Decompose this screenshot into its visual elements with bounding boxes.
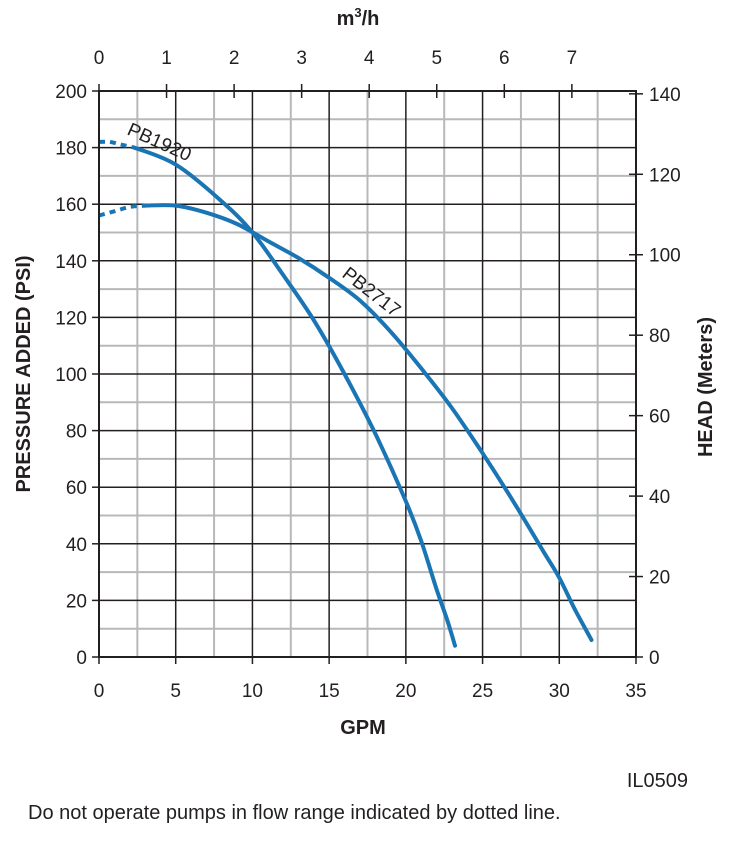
top-tick-label: 7	[567, 48, 578, 69]
y-tick-label: 200	[55, 82, 87, 103]
x-tick-label: 30	[549, 681, 570, 702]
top-axis-title: m3/h	[337, 5, 380, 30]
series-pb2717-dotted-line	[98, 203, 146, 218]
top-tick-label: 2	[229, 48, 240, 69]
pump-curve-chart: 0 5 10 15 20 25 30 3502040608010012014016018020…	[13, 5, 717, 739]
y-axis-title: PRESSURE ADDED (PSI)	[13, 255, 35, 492]
y-tick-label: 100	[55, 365, 87, 386]
right-tick-label: 0	[649, 648, 660, 669]
y-tick-label: 40	[66, 535, 87, 556]
y-tick-label: 0	[76, 648, 87, 669]
axis-ticks	[92, 84, 643, 664]
tick-labels: 0 5 10 15 20 25 30 3502040608010012014016018020…	[55, 48, 680, 702]
x-tick-label: 20	[395, 681, 416, 702]
y-tick-label: 140	[55, 252, 87, 273]
x-tick-label: 5	[170, 681, 181, 702]
top-tick-label: 4	[364, 48, 375, 69]
right-tick-label: 60	[649, 407, 670, 428]
top-tick-label: 0	[94, 48, 105, 69]
right-axis-title: HEAD (Meters)	[695, 317, 717, 457]
y-tick-label: 160	[55, 195, 87, 216]
x-tick-label: 25	[472, 681, 493, 702]
x-tick-label: 15	[319, 681, 340, 702]
series-pb1920-dotted-line	[98, 139, 135, 150]
y-tick-label: 180	[55, 139, 87, 160]
grid	[99, 91, 636, 657]
right-tick-label: 120	[649, 165, 681, 186]
series-label-pb1920: PB1920	[124, 119, 194, 166]
footnote: Do not operate pumps in flow range indic…	[28, 802, 561, 824]
top-tick-label: 1	[161, 48, 172, 69]
figure-code: IL0509	[626, 770, 688, 792]
y-tick-label: 120	[55, 308, 87, 329]
top-tick-label: 3	[296, 48, 307, 69]
y-tick-label: 60	[66, 478, 87, 499]
right-tick-label: 80	[649, 326, 670, 347]
x-axis-title: GPM	[340, 717, 386, 739]
x-tick-label: 10	[242, 681, 263, 702]
top-tick-label: 5	[431, 48, 442, 69]
pump-curves	[98, 139, 594, 648]
right-tick-label: 140	[649, 85, 681, 106]
series-pb1920-line	[132, 145, 457, 648]
top-tick-label: 6	[499, 48, 510, 69]
right-tick-label: 40	[649, 487, 670, 508]
x-tick-label: 0	[94, 681, 105, 702]
right-tick-label: 100	[649, 246, 681, 267]
x-tick-label: 35	[625, 681, 646, 702]
series-pb2717-line	[143, 203, 594, 642]
right-tick-label: 20	[649, 568, 670, 589]
y-tick-label: 80	[66, 422, 87, 443]
y-tick-label: 20	[66, 591, 87, 612]
